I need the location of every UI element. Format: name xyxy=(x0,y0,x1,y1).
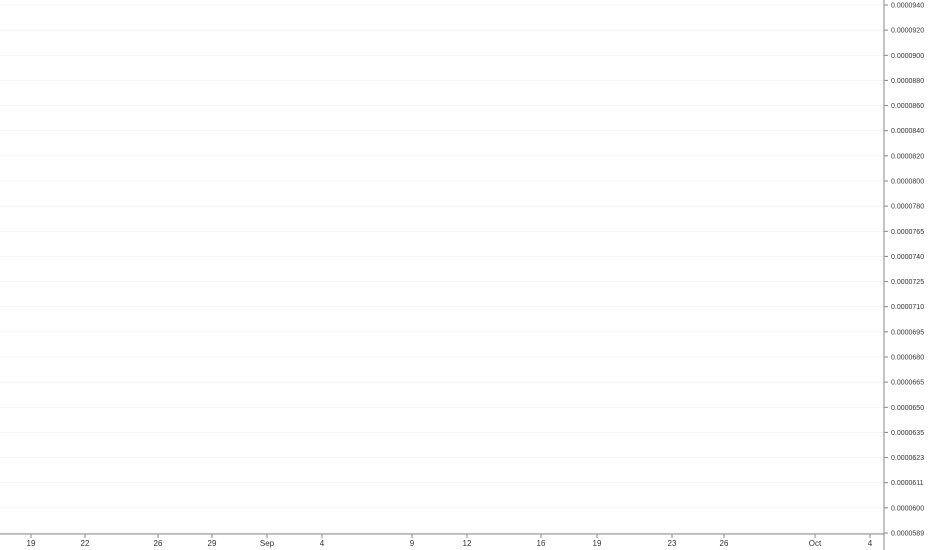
y-tick-label: 0.0000920 xyxy=(891,28,924,35)
x-tick-label: 22 xyxy=(81,539,90,548)
y-tick-label: 0.0000725 xyxy=(891,279,924,286)
y-tick-label: 0.0000680 xyxy=(891,355,924,362)
x-tick-label: 4 xyxy=(868,539,873,548)
x-tick-label: 19 xyxy=(27,539,36,548)
y-tick-label: 0.0000600 xyxy=(891,505,924,512)
y-tick-label: 0.0000695 xyxy=(891,329,924,336)
x-tick-label: Sep xyxy=(260,539,275,548)
y-tick-label: 0.0000611 xyxy=(891,480,924,487)
x-tick-label: Oct xyxy=(809,539,822,548)
y-tick-label: 0.0000900 xyxy=(891,53,924,60)
y-tick-label: 0.0000940 xyxy=(891,3,924,10)
time-axis[interactable]: 19 22 26 29 Sep 4 9 12 16 19 23 26 Oct 4 xyxy=(0,533,884,548)
y-tick-label: 0.0000765 xyxy=(891,229,924,236)
x-tick-label: 12 xyxy=(463,539,472,548)
y-tick-label: 0.0000589 xyxy=(891,531,924,538)
y-tick-label: 0.0000665 xyxy=(891,380,924,387)
x-tick-label: 16 xyxy=(537,539,546,548)
y-tick-label: 0.0000800 xyxy=(891,179,924,186)
y-tick-label: 0.0000820 xyxy=(891,153,924,160)
y-tick-label: 0.0000650 xyxy=(891,405,924,412)
x-tick-label: 29 xyxy=(208,539,217,548)
y-tick-label: 0.0000860 xyxy=(891,103,924,110)
y-tick-label: 0.0000710 xyxy=(891,304,924,311)
x-tick-label: 26 xyxy=(720,539,729,548)
x-tick-label: 26 xyxy=(154,539,163,548)
y-tick-label: 0.0000780 xyxy=(891,204,924,211)
y-tick-label: 0.0000623 xyxy=(891,455,924,462)
x-tick-label: 19 xyxy=(593,539,602,548)
y-tick-label: 0.0000740 xyxy=(891,254,924,261)
x-tick-label: 4 xyxy=(320,539,325,548)
grid xyxy=(0,4,884,534)
y-tick-label: 0.0000635 xyxy=(891,430,924,437)
y-tick-label: 0.0000840 xyxy=(891,128,924,135)
price-axis[interactable]: 0.0000940 0.0000920 0.0000900 0.0000880 0.00… xyxy=(883,0,931,550)
x-tick-label: 23 xyxy=(668,539,677,548)
y-tick-label: 0.0000880 xyxy=(891,78,924,85)
x-tick-label: 9 xyxy=(410,539,415,548)
